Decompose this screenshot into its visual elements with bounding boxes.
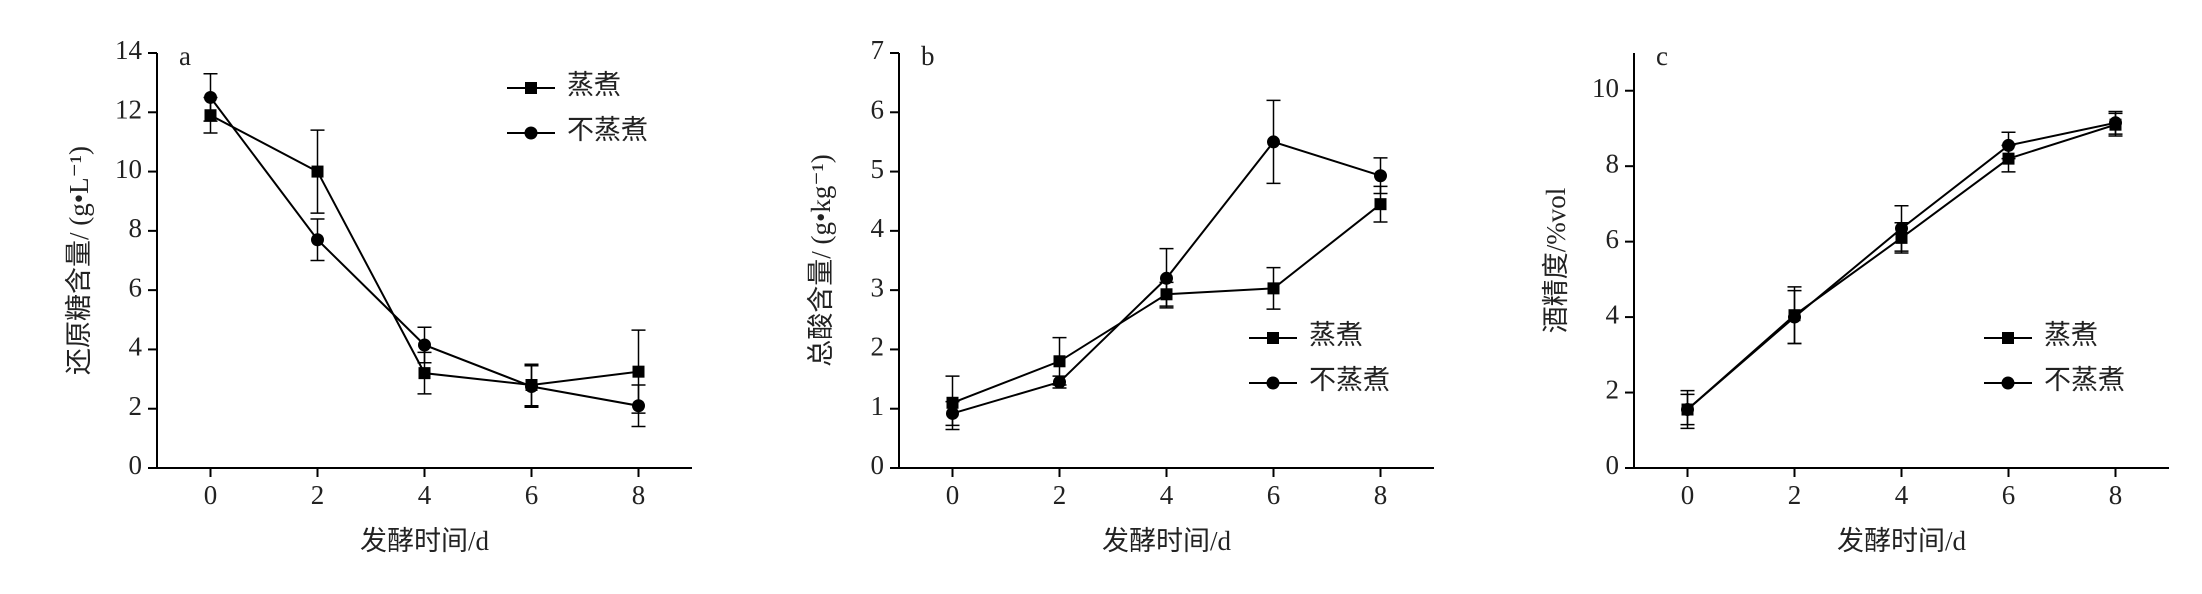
y-tick-label: 14 xyxy=(115,35,143,65)
y-tick-label: 5 xyxy=(871,154,885,184)
legend-marker xyxy=(2002,332,2014,344)
y-tick-label: 8 xyxy=(129,213,143,243)
y-tick-label: 3 xyxy=(871,272,885,302)
y-tick-label: 2 xyxy=(1606,375,1620,405)
x-tick-label: 2 xyxy=(1053,480,1067,510)
marker xyxy=(418,367,431,380)
y-axis-label: 酒精度/%vol xyxy=(1541,188,1571,334)
x-tick-label: 6 xyxy=(2002,480,2016,510)
marker xyxy=(311,233,324,247)
y-tick-label: 6 xyxy=(871,94,885,124)
y-axis-label: 总酸含量/ (g•kg⁻¹) xyxy=(806,154,836,367)
y-tick-label: 4 xyxy=(1606,299,1620,329)
legend-marker xyxy=(1266,376,1280,390)
marker xyxy=(311,165,324,178)
legend-label: 蒸煮 xyxy=(2044,320,2098,350)
x-tick-label: 8 xyxy=(632,480,646,510)
y-tick-label: 2 xyxy=(129,391,143,421)
marker xyxy=(1788,310,1801,324)
panel-label: a xyxy=(179,41,191,71)
x-tick-label: 6 xyxy=(525,480,539,510)
legend-label: 不蒸煮 xyxy=(1309,365,1390,395)
marker xyxy=(1160,271,1173,285)
marker xyxy=(1267,135,1280,149)
x-tick-label: 6 xyxy=(1267,480,1281,510)
x-axis-label: 发酵时间/d xyxy=(1837,526,1967,556)
y-tick-label: 0 xyxy=(129,450,143,480)
y-tick-label: 6 xyxy=(1606,224,1620,254)
y-tick-label: 4 xyxy=(871,213,885,243)
x-tick-label: 2 xyxy=(1788,480,1802,510)
y-axis-label: 还原糖含量/ (g•L⁻¹) xyxy=(64,146,94,375)
legend-label: 不蒸煮 xyxy=(2044,365,2125,395)
x-tick-label: 4 xyxy=(1895,480,1909,510)
y-tick-label: 1 xyxy=(871,391,885,421)
x-axis-label: 发酵时间/d xyxy=(360,526,490,556)
marker xyxy=(1374,198,1387,211)
marker xyxy=(525,379,538,393)
y-tick-label: 0 xyxy=(1606,450,1620,480)
x-tick-label: 4 xyxy=(418,480,432,510)
marker xyxy=(632,365,645,378)
y-tick-label: 10 xyxy=(1592,73,1619,103)
x-tick-label: 8 xyxy=(1374,480,1388,510)
x-tick-label: 0 xyxy=(946,480,960,510)
y-tick-label: 10 xyxy=(115,154,142,184)
marker xyxy=(2109,116,2122,130)
marker xyxy=(1374,169,1387,183)
y-tick-label: 4 xyxy=(129,332,143,362)
marker xyxy=(1053,355,1066,368)
y-tick-label: 8 xyxy=(1606,148,1620,178)
marker xyxy=(204,90,217,104)
marker xyxy=(632,399,645,413)
legend-label: 蒸煮 xyxy=(1309,320,1363,350)
legend-label: 蒸煮 xyxy=(567,70,621,100)
y-tick-label: 6 xyxy=(129,272,143,302)
panel-label: c xyxy=(1656,41,1668,71)
x-tick-label: 0 xyxy=(204,480,218,510)
y-tick-label: 7 xyxy=(871,35,885,65)
x-tick-label: 8 xyxy=(2109,480,2123,510)
marker xyxy=(1267,282,1280,295)
y-tick-label: 0 xyxy=(871,450,885,480)
panel-label: b xyxy=(921,41,935,71)
x-axis-label: 发酵时间/d xyxy=(1102,526,1232,556)
legend-marker xyxy=(1267,332,1279,344)
x-tick-label: 0 xyxy=(1681,480,1695,510)
marker xyxy=(946,406,959,420)
x-tick-label: 4 xyxy=(1160,480,1174,510)
legend-marker xyxy=(524,126,538,140)
marker xyxy=(2002,138,2015,152)
y-tick-label: 2 xyxy=(871,332,885,362)
legend-marker xyxy=(525,82,537,94)
marker xyxy=(1681,403,1694,417)
y-tick-label: 12 xyxy=(115,94,142,124)
marker xyxy=(1053,375,1066,389)
legend-marker xyxy=(2001,376,2015,390)
x-tick-label: 2 xyxy=(311,480,325,510)
marker xyxy=(418,338,431,352)
legend-label: 不蒸煮 xyxy=(567,115,648,145)
marker xyxy=(1895,221,1908,235)
